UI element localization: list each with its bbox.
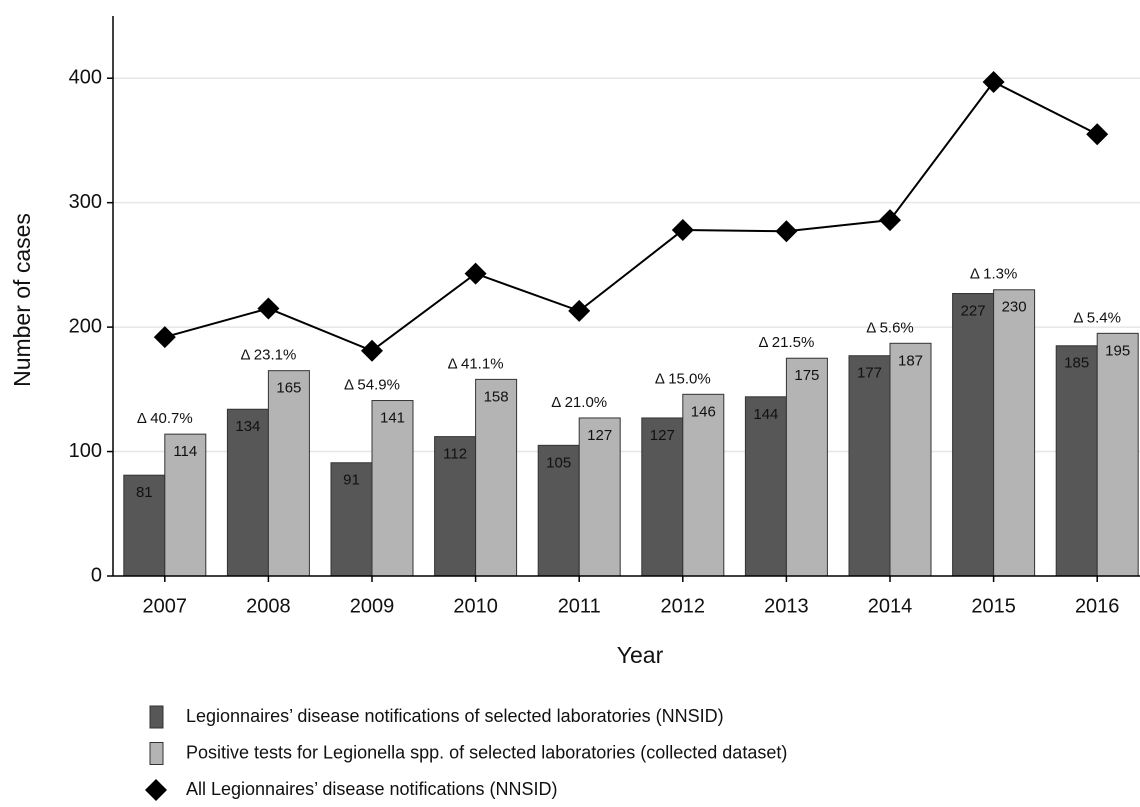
delta-annotation: Δ 21.5% [758,334,814,351]
bar-value-label: 177 [857,365,882,382]
legend-label: Legionnaires’ disease notifications of s… [186,706,724,726]
legend-label: All Legionnaires’ disease notifications … [186,779,558,799]
bar [475,378,518,577]
x-tick-label: 2010 [453,595,498,617]
bar-value-label: 146 [691,403,716,420]
y-tick-label: 0 [91,564,102,586]
diamond-marker [257,297,280,320]
bar [848,355,891,577]
bar-value-label: 114 [173,443,197,460]
y-tick-label: 400 [69,67,102,89]
y-tick-label: 200 [69,315,102,337]
x-tick-label: 2014 [868,595,913,617]
bar-value-label: 112 [443,446,467,463]
bar-value-label: 187 [898,352,923,369]
diamond-marker [153,326,176,349]
bar-value-label: 165 [276,380,301,397]
line [164,80,1098,352]
x-tick-label: 2013 [764,595,809,617]
legend-swatch [145,779,167,801]
bar-value-label: 91 [343,472,360,489]
bar-value-label: 185 [1064,355,1089,372]
bar [641,417,684,577]
bar-value-label: 144 [753,406,778,423]
bar-value-label: 141 [380,410,405,427]
x-tick-label: 2012 [661,595,706,617]
bar-value-label: 175 [794,367,819,384]
delta-annotation: Δ 21.0% [551,394,607,411]
bar [682,393,725,577]
bar-value-label: 195 [1105,342,1130,359]
delta-annotation: Δ 54.9% [344,377,400,394]
bar [744,396,787,577]
x-tick-label: 2016 [1075,595,1120,617]
delta-annotation: Δ 41.1% [448,355,504,372]
bar [578,417,621,577]
x-tick-label: 2007 [143,595,188,617]
diamond-marker [568,299,591,322]
delta-annotation: Δ 40.7% [137,410,193,427]
diamond-marker [775,220,798,243]
x-tick-label: 2011 [558,595,601,617]
x-tick-label: 2009 [350,595,395,617]
bar-value-label: 81 [136,484,153,501]
bar [889,342,932,577]
bar-value-label: 227 [961,302,986,319]
delta-annotation: Δ 23.1% [240,347,296,364]
delta-annotation: Δ 5.6% [866,319,914,336]
x-axis-title: Year [617,642,664,668]
y-tick-label: 100 [69,440,102,462]
y-axis-title: Number of cases [9,213,35,387]
delta-annotation: Δ 5.4% [1073,309,1121,326]
bar [164,433,207,577]
bar-value-label: 105 [546,454,571,471]
x-tick-label: 2015 [971,595,1016,617]
diamond-marker [982,70,1005,93]
legend-label: Positive tests for Legionella spp. of se… [186,742,787,762]
bar [371,400,414,577]
diamond-marker [879,209,901,232]
bar [1055,345,1098,577]
delta-annotation: Δ 15.0% [655,370,711,387]
diamond-marker [361,339,383,362]
bar [1096,332,1139,577]
y-tick-label: 300 [69,191,102,213]
bar [267,370,310,577]
bar-value-label: 134 [235,418,260,435]
legend-swatch [149,705,164,729]
bar [993,289,1036,577]
delta-annotation: Δ 1.3% [970,266,1018,283]
bar-value-label: 127 [587,427,612,444]
diamond-marker [464,262,487,285]
bar-value-label: 158 [484,388,509,405]
diamond-marker [671,219,694,242]
bar-value-label: 127 [650,427,675,444]
legend-swatch [149,742,164,765]
x-tick-label: 2008 [246,595,291,617]
diamond-marker [1086,123,1109,146]
bar [952,293,995,577]
bar [785,357,828,577]
bar-value-label: 230 [1002,299,1027,316]
